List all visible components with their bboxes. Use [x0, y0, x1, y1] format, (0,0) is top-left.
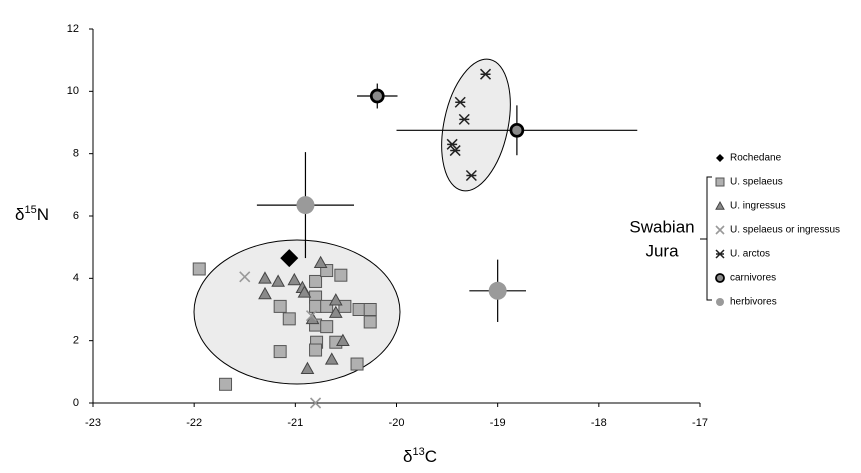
arctos-region [441, 58, 511, 192]
point [219, 377, 233, 391]
legend-marker [716, 154, 724, 162]
point [313, 255, 328, 269]
x-tick-label: -20 [389, 417, 405, 429]
y-axis-label: δ15N [15, 204, 49, 225]
x-tick-label: -23 [85, 417, 101, 429]
y-tick-label: 2 [73, 335, 79, 347]
legend-label: U. arctos [730, 249, 770, 260]
point [320, 320, 334, 334]
point [192, 262, 206, 276]
point [488, 281, 507, 300]
legend-label: U. spelaeus or ingressus [730, 225, 840, 236]
point [287, 272, 302, 286]
legend-label: carnivores [730, 273, 776, 284]
y-tick-label: 12 [67, 23, 79, 35]
x-tick-label: -19 [490, 417, 506, 429]
point [305, 310, 318, 322]
x-tick-label: -17 [692, 417, 708, 429]
point [324, 352, 339, 365]
point [458, 113, 470, 125]
point [449, 145, 461, 157]
point [363, 303, 377, 316]
y-tick-label: 0 [73, 397, 79, 409]
point [280, 249, 299, 268]
point [328, 305, 343, 318]
x-tick-label: -21 [287, 417, 303, 429]
legend-marker [715, 273, 725, 283]
x-tick-label: -18 [591, 417, 607, 429]
point [338, 299, 352, 313]
group-bracket [700, 176, 712, 301]
point [258, 286, 272, 300]
point [310, 397, 322, 409]
point [454, 96, 466, 108]
point [446, 138, 458, 150]
point [309, 274, 323, 288]
point [363, 315, 377, 329]
legend-label: U. ingressus [730, 201, 786, 212]
point [328, 293, 343, 306]
legend-marker [715, 249, 725, 259]
point [350, 357, 364, 371]
legend-marker [715, 177, 725, 187]
legend-marker [715, 225, 725, 235]
legend-label: U. spelaeus [730, 177, 783, 188]
point [300, 361, 315, 375]
point [297, 285, 312, 298]
y-tick-label: 4 [73, 272, 79, 284]
point [239, 271, 251, 283]
point [271, 274, 285, 287]
legend-label: Rochedane [730, 153, 782, 164]
point [320, 299, 334, 313]
point [509, 122, 525, 138]
legend-label: herbivores [730, 297, 777, 308]
y-tick-label: 6 [73, 210, 79, 222]
legend-marker [715, 200, 725, 210]
point [296, 196, 315, 215]
x-axis-label: δ13C [403, 446, 437, 467]
point [273, 299, 287, 313]
point [258, 271, 272, 284]
group-label: Jura [645, 241, 679, 260]
y-tick-label: 10 [67, 85, 79, 97]
point [273, 345, 287, 359]
legend-marker [716, 298, 724, 306]
x-tick-label: -22 [186, 417, 202, 429]
point [369, 88, 385, 104]
point [336, 333, 350, 346]
point [282, 312, 296, 326]
point [334, 268, 348, 282]
group-label: Swabian [629, 217, 694, 236]
point [309, 343, 323, 357]
point [465, 169, 477, 182]
y-tick-label: 8 [73, 148, 79, 160]
point [479, 68, 492, 80]
point [352, 303, 366, 316]
